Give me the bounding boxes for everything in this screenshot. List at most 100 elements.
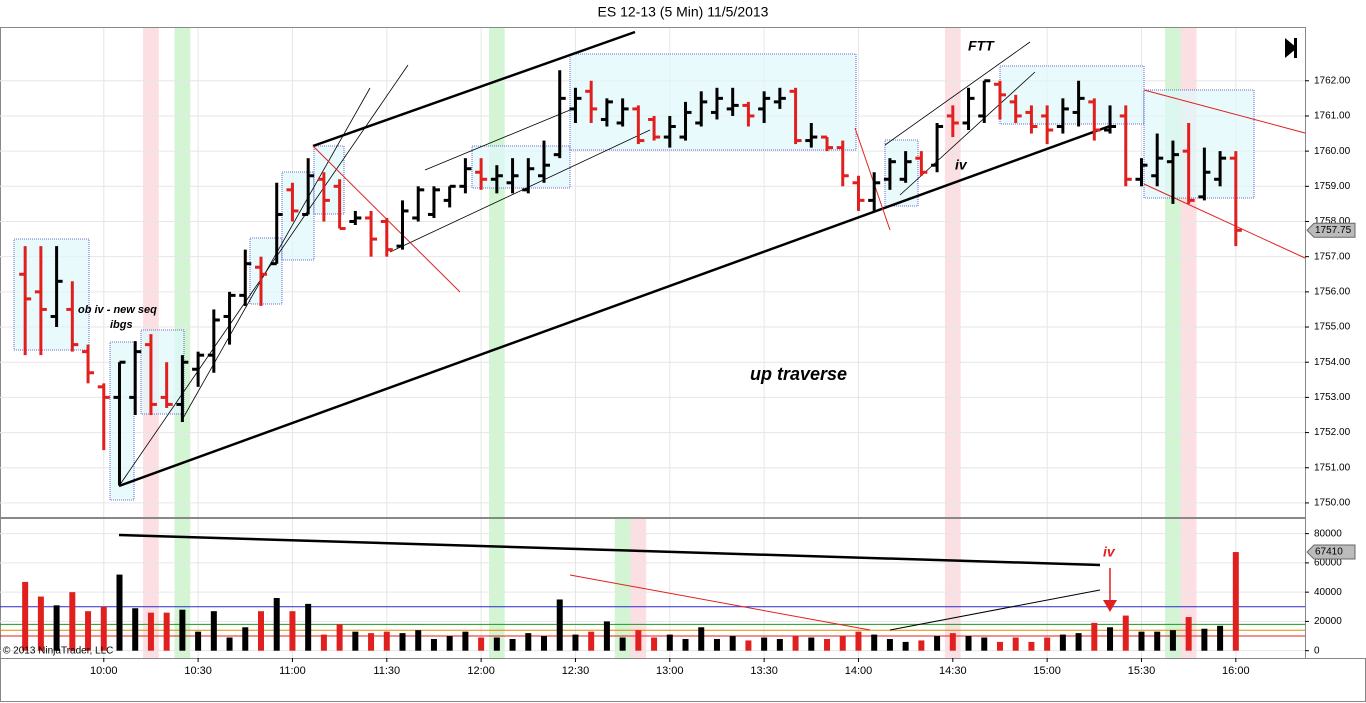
ohlc-bar (50, 246, 63, 328)
ohlc-bar (443, 184, 456, 208)
trend-line (312, 30, 636, 148)
volume-bar (163, 612, 170, 651)
volume-bar (446, 636, 453, 651)
y-tick-label: 20000 (1314, 616, 1342, 627)
x-tick-label: 13:30 (750, 665, 778, 677)
ohlc-bar (19, 246, 32, 356)
y-tick-label: 40000 (1314, 587, 1342, 598)
box (569, 53, 857, 151)
x-tick-label: 10:30 (184, 665, 212, 677)
ohlc-bar (286, 182, 299, 222)
highlight-band (1165, 519, 1181, 658)
volume-bar (242, 627, 249, 651)
ohlc-bar (1166, 140, 1179, 204)
volume-bar (320, 634, 327, 651)
y-tick-label: 1754.00 (1314, 357, 1351, 368)
play-icon-bar[interactable] (1294, 38, 1297, 58)
y-tick-label: 1756.00 (1314, 286, 1351, 297)
ohlc-bar (66, 281, 79, 352)
ohlc-bar (34, 246, 47, 356)
volume-bar (195, 631, 202, 651)
volume-bar (179, 609, 186, 651)
volume-bar (273, 598, 280, 651)
ohlc-bar (1088, 98, 1101, 141)
annotation: ibgs (110, 319, 133, 331)
y-tick-label: 1758.00 (1314, 216, 1351, 227)
ohlc-bar (773, 87, 786, 109)
ohlc-bar (1151, 133, 1164, 187)
ohlc-bar (805, 122, 818, 148)
ohlc-bar (255, 256, 267, 306)
x-tick-label: 10:00 (90, 665, 118, 677)
ohlc-bar (789, 87, 802, 145)
volume-bar (965, 636, 972, 651)
highlight-band (174, 28, 191, 517)
play-icon[interactable] (1285, 38, 1297, 58)
volume-bar (1075, 633, 1082, 651)
volume-bar (69, 592, 76, 651)
volume-bar (509, 638, 516, 651)
volume-bar (635, 630, 642, 651)
volume-trend-line (118, 533, 1101, 567)
x-tick-label: 14:00 (845, 665, 873, 677)
ohlc-bar (490, 165, 503, 194)
volume-bar (871, 634, 878, 651)
y-tick-label: 1751.00 (1314, 462, 1351, 473)
volume-bar (525, 633, 532, 651)
volume-bar (588, 631, 595, 651)
trend-line (118, 124, 1111, 488)
highlight-band (630, 519, 647, 658)
volume-bar (1201, 628, 1208, 651)
ohlc-bar (726, 87, 739, 116)
volume-bar (1059, 634, 1066, 651)
trend-line (854, 127, 891, 231)
ohlc-bar (1119, 105, 1132, 187)
volume-bar (934, 636, 941, 651)
volume-bar (619, 637, 626, 651)
ohlc-bar (396, 200, 409, 250)
box (1143, 89, 1255, 199)
ohlc-bar (459, 158, 472, 194)
volume-bar (399, 633, 406, 651)
x-tick-label: 16:00 (1222, 665, 1250, 677)
y-tick-label: 1762.00 (1314, 75, 1351, 86)
volume-bar (1028, 641, 1035, 651)
ohlc-bar (427, 186, 440, 218)
trend-line (424, 109, 571, 171)
volume-trend-line (569, 574, 871, 631)
volume-bar (352, 631, 359, 651)
volume-bar (305, 603, 312, 651)
ohlc-bar (1214, 151, 1227, 187)
ohlc-bar (113, 360, 126, 486)
highlight-band (1180, 519, 1197, 658)
volume-bar (556, 599, 563, 651)
volume-bar (666, 634, 673, 651)
volume-bar (1122, 615, 1129, 651)
ohlc-bar (349, 210, 362, 226)
box (471, 145, 571, 189)
volume-bar (996, 641, 1003, 651)
ohlc-bar (585, 80, 598, 123)
ohlc-bar (1056, 98, 1069, 134)
ohlc-bar (663, 115, 676, 148)
volume-trend-line (889, 589, 1101, 631)
volume-bar (776, 638, 783, 651)
ohlc-bar (648, 115, 661, 141)
volume-bar (210, 611, 217, 651)
ohlc-bar (632, 105, 645, 145)
ohlc-bar (883, 158, 896, 190)
ohlc-bar (868, 172, 881, 211)
y-tick-label: 1760.00 (1314, 146, 1351, 157)
volume-bar (430, 638, 437, 651)
ohlc-bar (962, 87, 975, 131)
ohlc-bar (365, 210, 378, 257)
volume-bar (1107, 627, 1114, 651)
ohlc-bar (144, 334, 157, 415)
box (109, 341, 135, 501)
volume-bar (415, 630, 422, 651)
volume-bar (85, 611, 92, 651)
ohlc-bar (538, 140, 551, 183)
highlight-band (174, 519, 191, 658)
ohlc-bar (946, 105, 959, 138)
